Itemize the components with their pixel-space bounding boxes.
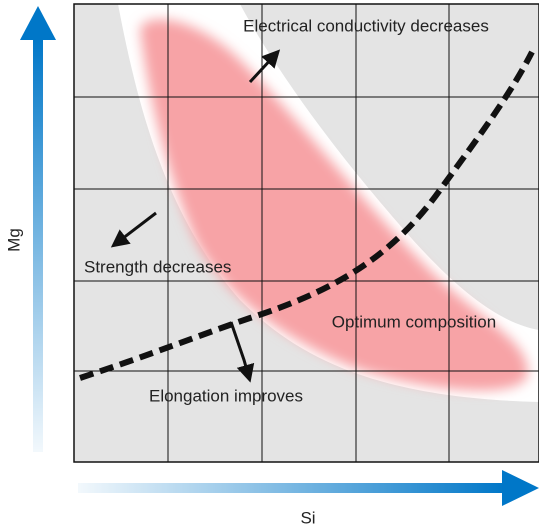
optimum-label: Optimum composition [332,312,496,331]
optimum-region [140,19,529,391]
y-axis-label: Mg [4,228,23,252]
x-axis-label: Si [300,508,315,527]
conductivity-arrow [248,49,281,84]
grid [74,4,539,462]
mg-arrow-shaft [33,38,43,452]
dashed-boundary [79,50,535,381]
si-arrow-shaft [78,483,504,493]
strength-label: Strength decreases [84,257,231,276]
mg-arrow-head [20,6,56,40]
plot-area [74,4,539,462]
conductivity-label: Electrical conductivity decreases [243,16,489,35]
elongation-arrow [229,321,255,383]
si-arrow-head [502,470,539,506]
strength-arrow [110,211,157,248]
plot-frame [73,3,539,463]
elongation-label: Elongation improves [149,386,303,405]
